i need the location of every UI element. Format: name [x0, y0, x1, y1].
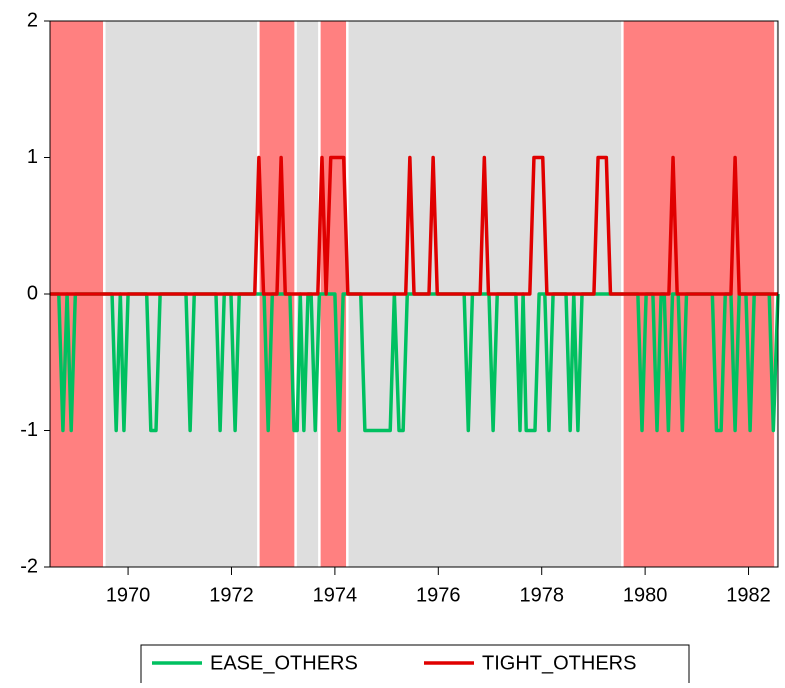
- x-tick-label: 1976: [416, 584, 461, 606]
- legend-label: EASE_OTHERS: [210, 652, 358, 674]
- series-line: [50, 155, 778, 296]
- axes-layer: -2 -1 0 1 2 1970 1972 1974 1976 1978 1980 1982: [20, 9, 771, 606]
- y-tick-label: -1: [20, 419, 38, 441]
- y-tick-label: 2: [27, 9, 38, 31]
- y-tick-label: -2: [20, 555, 38, 577]
- legend: EASE_OTHERS TIGHT_OTHERS: [152, 652, 636, 674]
- line-layer: [50, 155, 780, 433]
- legend-box: [140, 644, 690, 688]
- y-tick-label: 0: [27, 282, 38, 304]
- x-tick-label: 1978: [519, 584, 564, 606]
- x-tick-label: 1974: [313, 584, 358, 606]
- x-tick-label: 1970: [106, 584, 151, 606]
- y-tick-label: 1: [27, 146, 38, 168]
- x-tick-label: 1980: [623, 584, 668, 606]
- legend-label: TIGHT_OTHERS: [482, 652, 636, 674]
- x-tick-label: 1982: [726, 584, 771, 606]
- x-tick-label: 1972: [209, 584, 254, 606]
